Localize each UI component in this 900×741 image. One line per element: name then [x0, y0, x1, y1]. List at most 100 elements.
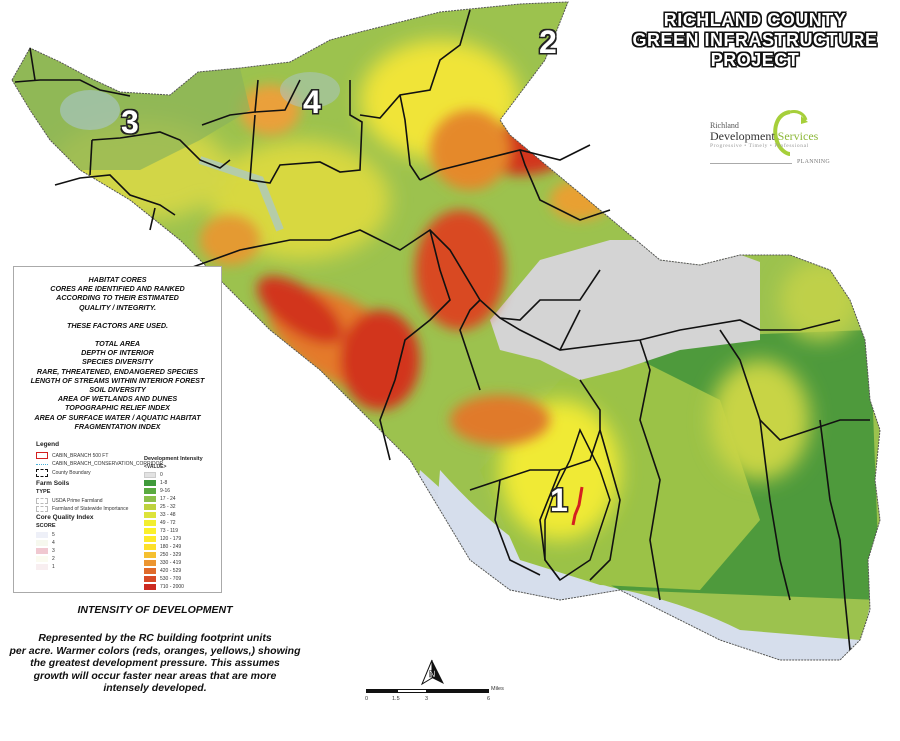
habitat-cores-text: HABITAT CORES CORES ARE IDENTIFIED AND R…: [14, 275, 221, 431]
intensity-class: 420 - 529: [144, 568, 181, 574]
map-title: RICHLAND COUNTY GREEN INFRASTRUCTURE PRO…: [610, 10, 900, 70]
red-outline-swatch-icon: [36, 452, 48, 459]
farm-soils-title: Farm Soils: [36, 480, 70, 487]
color-swatch-icon: [144, 544, 156, 550]
intensity-class: 710 - 2000: [144, 584, 184, 590]
intensity-class: 33 - 48: [144, 512, 176, 518]
scale-segment: [397, 689, 427, 693]
caption-line: growth will occur faster near areas that…: [33, 669, 277, 682]
color-swatch-icon: [36, 556, 48, 562]
logo-org-small: Richland: [710, 121, 739, 130]
legend-label: 73 - 119: [160, 528, 178, 534]
legend-label: CABIN_BRANCH 500 FT: [52, 452, 109, 459]
color-swatch-icon: [144, 504, 156, 510]
region-label-4: 4: [303, 84, 321, 120]
legend-label: 330 - 419: [160, 560, 182, 566]
legend-label: 420 - 529: [160, 568, 182, 574]
color-swatch-icon: [144, 560, 156, 566]
factor-item: SOIL DIVERSITY: [89, 385, 146, 395]
legend-item-cabin-branch: CABIN_BRANCH 500 FT: [36, 452, 108, 459]
factor-item: DEPTH OF INTERIOR: [81, 348, 154, 358]
color-swatch-icon: [144, 568, 156, 574]
intensity-class: 9-16: [144, 488, 170, 494]
legend-label: Farmland of Statewide Importance: [52, 506, 129, 512]
caption-line: the greatest development pressure. This …: [30, 657, 280, 669]
legend-panel: HABITAT CORES CORES ARE IDENTIFIED AND R…: [13, 266, 222, 593]
color-swatch-icon: [144, 520, 156, 526]
legend-label: 710 - 2000: [160, 584, 184, 590]
habitat-cores-intro-3: QUALITY / INTEGRITY.: [78, 302, 157, 312]
factor-item: LENGTH OF STREAMS WITHIN INTERIOR FOREST: [30, 375, 205, 385]
legend-label: 4: [52, 540, 55, 546]
scale-segment: [427, 689, 489, 693]
color-swatch-icon: [36, 564, 48, 570]
svg-text:N: N: [429, 669, 436, 679]
caption-line: per acre. Warmer colors (reds, oranges, …: [9, 644, 301, 657]
factors-heading: THESE FACTORS ARE USED.: [66, 320, 169, 330]
legend-item-score: 1: [36, 564, 55, 570]
legend-label: 33 - 48: [160, 512, 176, 518]
legend-item-score: 3: [36, 548, 55, 554]
legend-label: 5: [52, 532, 55, 538]
legend-label: County Boundary: [52, 470, 91, 476]
logo-division: PLANNING: [797, 159, 831, 165]
intensity-class: 120 - 179: [144, 536, 181, 542]
caption-line: intensely developed.: [103, 682, 207, 694]
factor-item: TOTAL AREA: [94, 339, 141, 349]
factor-item: AREA OF SURFACE WATER / AQUATIC HABITAT: [34, 412, 201, 422]
legend-label: 9-16: [160, 488, 171, 494]
farm-soils-type-label: TYPE: [36, 489, 51, 495]
intensity-class: 250 - 329: [144, 552, 181, 558]
color-swatch-icon: [144, 536, 156, 542]
caption-line: Represented by the RC building footprint…: [38, 632, 272, 644]
development-intensity-title: Development Intensity: [144, 456, 203, 462]
color-swatch-icon: [144, 576, 156, 582]
intensity-class: 49 - 72: [144, 520, 176, 526]
habitat-cores-intro-1: CORES ARE IDENTIFIED AND RANKED: [50, 284, 185, 294]
legend-label: 120 - 179: [160, 536, 182, 542]
legend-label: 250 - 329: [160, 552, 182, 558]
intensity-class: 17 - 24: [144, 496, 176, 502]
factor-item: AREA OF WETLANDS AND DUNES: [57, 394, 178, 404]
core-quality-score-label: SCORE: [36, 523, 56, 529]
richland-development-services-logo: Richland Development Services Progressiv…: [710, 110, 850, 170]
color-swatch-icon: [36, 548, 48, 554]
logo-tagline: Progressive • Timely • Professional: [710, 143, 809, 149]
region-label-3: 3: [121, 104, 139, 140]
legend-item-conservation-corridor: CABIN_BRANCH_CONSERVATION_CORRIDOR: [36, 461, 163, 467]
scale-unit: Miles: [491, 686, 504, 692]
caption-description: Represented by the RC building footprint…: [0, 632, 310, 695]
color-swatch-icon: [144, 472, 156, 478]
color-swatch-icon: [36, 540, 48, 546]
legend-label: 530 - 709: [160, 576, 182, 582]
color-swatch-icon: [144, 488, 156, 494]
legend-label: 1-8: [160, 480, 168, 486]
logo-divider: [710, 163, 792, 164]
legend-item-score: 5: [36, 532, 55, 538]
logo-org-name: Development Services: [710, 129, 818, 144]
legend-item-county-boundary: County Boundary: [36, 469, 91, 477]
development-intensity-value-label: <VALUE>: [144, 464, 167, 470]
title-line-2: GREEN INFRASTRUCTURE: [632, 30, 878, 50]
scale-tick: 0: [365, 696, 369, 702]
factor-item: SPECIES DIVERSITY: [81, 357, 154, 367]
title-line-1: RICHLAND COUNTY: [663, 10, 847, 30]
legend-label: 49 - 72: [160, 520, 176, 526]
caption-title: INTENSITY OF DEVELOPMENT: [77, 604, 233, 616]
intensity-class: 25 - 32: [144, 504, 176, 510]
factor-item: RARE, THREATENED, ENDANGERED SPECIES: [36, 366, 199, 376]
factor-item: FRAGMENTATION INDEX: [74, 421, 161, 431]
region-label-2: 2: [539, 24, 557, 60]
legend-item-prime-farmland: USDA Prime Farmland: [36, 498, 103, 504]
color-swatch-icon: [144, 552, 156, 558]
legend-title: Legend: [36, 441, 60, 448]
intensity-class: 1-8: [144, 480, 167, 486]
legend-label: 3: [52, 548, 55, 554]
legend-label: 1: [52, 564, 55, 570]
legend-label: USDA Prime Farmland: [52, 498, 103, 504]
region-label-1: 1: [550, 482, 568, 518]
legend-item-score: 2: [36, 556, 55, 562]
scale-tick: 6: [487, 696, 491, 702]
intensity-class: 530 - 709: [144, 576, 181, 582]
dashed-box-swatch-icon: [36, 469, 48, 477]
